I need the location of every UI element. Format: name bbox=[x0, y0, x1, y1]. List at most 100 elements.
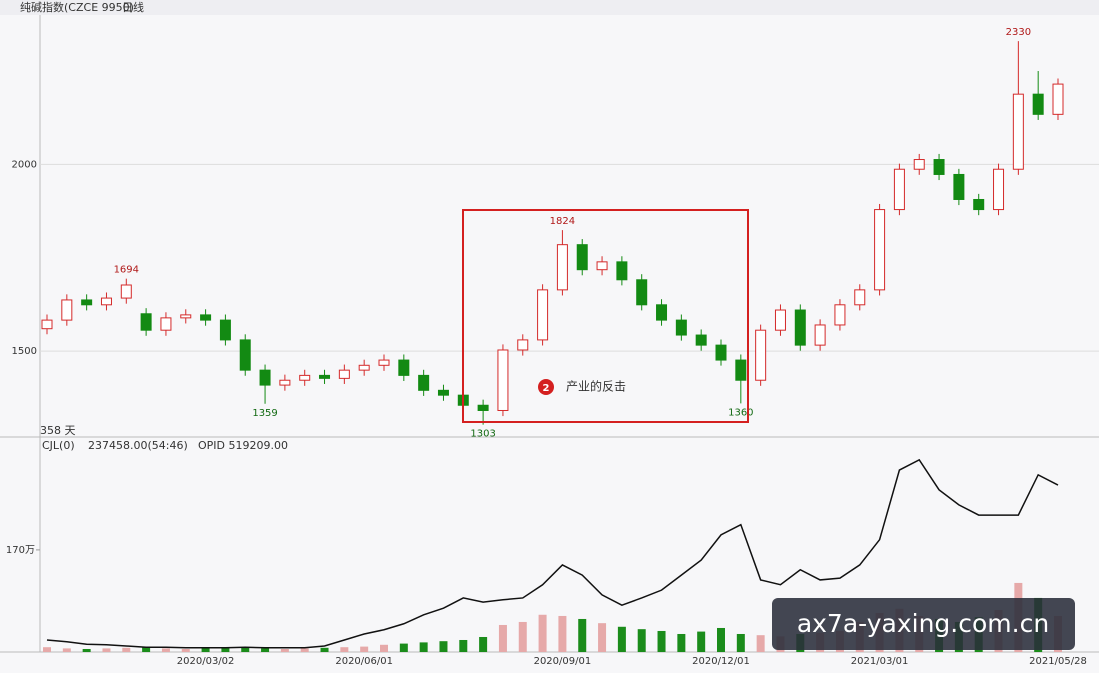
price-annotation: 2330 bbox=[1006, 27, 1031, 38]
volume-bar bbox=[736, 633, 745, 652]
candle-body bbox=[140, 313, 152, 331]
candle-body bbox=[299, 374, 311, 381]
candle-body bbox=[656, 304, 668, 321]
volume-bar bbox=[181, 648, 190, 652]
volume-bar bbox=[637, 629, 646, 652]
opid: OPID 519209.00 bbox=[198, 439, 288, 452]
candle-body bbox=[537, 289, 549, 341]
candle-body bbox=[636, 279, 648, 306]
candle-body bbox=[933, 159, 945, 175]
volume-bar bbox=[102, 648, 111, 652]
candle-body bbox=[953, 173, 965, 200]
volume-bar bbox=[399, 643, 408, 652]
candle-body bbox=[596, 261, 608, 271]
volume-bar bbox=[161, 648, 170, 652]
candle-body bbox=[437, 389, 449, 396]
volume-bar bbox=[439, 641, 448, 652]
oi-line bbox=[46, 458, 1059, 649]
volume-bar bbox=[677, 633, 686, 652]
volume-bar bbox=[617, 626, 626, 652]
x-tick-label: 2020/12/01 bbox=[692, 656, 750, 667]
y-tick-label: 170万 bbox=[6, 545, 35, 556]
candle-body bbox=[893, 168, 905, 211]
price-annotation: 1824 bbox=[550, 216, 575, 227]
watermark-box bbox=[772, 598, 1075, 650]
volume-bar bbox=[697, 631, 706, 652]
candle-body bbox=[160, 317, 172, 331]
volume-bar bbox=[221, 647, 230, 652]
candle-body bbox=[774, 309, 786, 331]
price-annotation: 1303 bbox=[470, 429, 495, 440]
volume-bar bbox=[518, 621, 527, 652]
volume-bar bbox=[598, 623, 607, 652]
volume-bar bbox=[498, 624, 507, 652]
volume-bar bbox=[122, 647, 131, 652]
callout-number: 2 bbox=[543, 383, 550, 394]
volume-bar bbox=[82, 648, 91, 652]
callout-badge bbox=[538, 379, 554, 395]
volume-bar bbox=[201, 648, 210, 652]
volume-bar bbox=[578, 618, 587, 652]
volume-bar bbox=[43, 647, 51, 652]
volume-bar bbox=[320, 647, 329, 652]
candle-body bbox=[100, 297, 112, 306]
readout: 237458.00(54:46) bbox=[88, 439, 188, 452]
volume-bar bbox=[142, 646, 151, 652]
candle-body bbox=[616, 261, 628, 281]
candle-body bbox=[1032, 93, 1044, 115]
candle-body bbox=[41, 319, 53, 330]
candle-body bbox=[398, 359, 410, 376]
volume-bar bbox=[756, 635, 765, 652]
candle-body bbox=[120, 284, 132, 299]
volume-bar bbox=[479, 636, 488, 652]
candle-body bbox=[477, 404, 489, 411]
candle-body bbox=[378, 359, 390, 366]
volume-bar bbox=[62, 648, 71, 652]
candle-body bbox=[219, 319, 231, 341]
indicator[interactable]: CJL(0) bbox=[42, 439, 75, 452]
candle-body bbox=[695, 334, 707, 346]
candle-body bbox=[239, 339, 251, 371]
volume-bar bbox=[261, 648, 270, 652]
candle-body bbox=[200, 314, 212, 321]
volume-bar bbox=[280, 648, 289, 652]
candle-body bbox=[497, 349, 509, 411]
x-tick-label: 2020/06/01 bbox=[335, 656, 393, 667]
y-tick-label: 2000 bbox=[12, 159, 37, 170]
candle-body bbox=[993, 168, 1005, 211]
callout-text: 产业的反击 bbox=[566, 379, 626, 394]
candle-body bbox=[418, 374, 430, 391]
highlight-box bbox=[462, 209, 749, 423]
candle-body bbox=[814, 324, 826, 346]
volume-bar bbox=[419, 642, 428, 652]
candle-body bbox=[556, 244, 568, 291]
candle-body bbox=[517, 339, 529, 351]
candle-body bbox=[61, 299, 73, 321]
volume-bar bbox=[380, 644, 388, 652]
candle-body bbox=[279, 379, 291, 386]
candle-body bbox=[715, 344, 727, 361]
price-annotation: 1360 bbox=[728, 407, 753, 418]
volume-bar bbox=[340, 647, 349, 652]
candle-body bbox=[735, 359, 747, 381]
price-annotation: 1694 bbox=[114, 265, 139, 276]
watermark: ax7a-yaxing.com.cn bbox=[797, 609, 1049, 638]
candle-body bbox=[675, 319, 687, 336]
candle-body bbox=[358, 364, 370, 371]
days-label: 358 天 bbox=[40, 424, 76, 437]
candle-body bbox=[576, 244, 588, 271]
candle-body bbox=[81, 299, 93, 306]
volume-bar bbox=[538, 614, 547, 652]
x-tick-label: 2020/03/02 bbox=[177, 656, 235, 667]
y-tick-label: 1500 bbox=[12, 346, 37, 357]
volume-bar bbox=[717, 627, 725, 652]
candle-body bbox=[834, 304, 846, 326]
candle-body bbox=[755, 329, 767, 381]
volume-bar bbox=[657, 630, 666, 652]
candle-body bbox=[874, 209, 886, 291]
period[interactable]: 日线 bbox=[122, 0, 144, 14]
volume-bar bbox=[241, 647, 250, 652]
candle-body bbox=[180, 314, 192, 319]
candle-body bbox=[338, 369, 350, 379]
